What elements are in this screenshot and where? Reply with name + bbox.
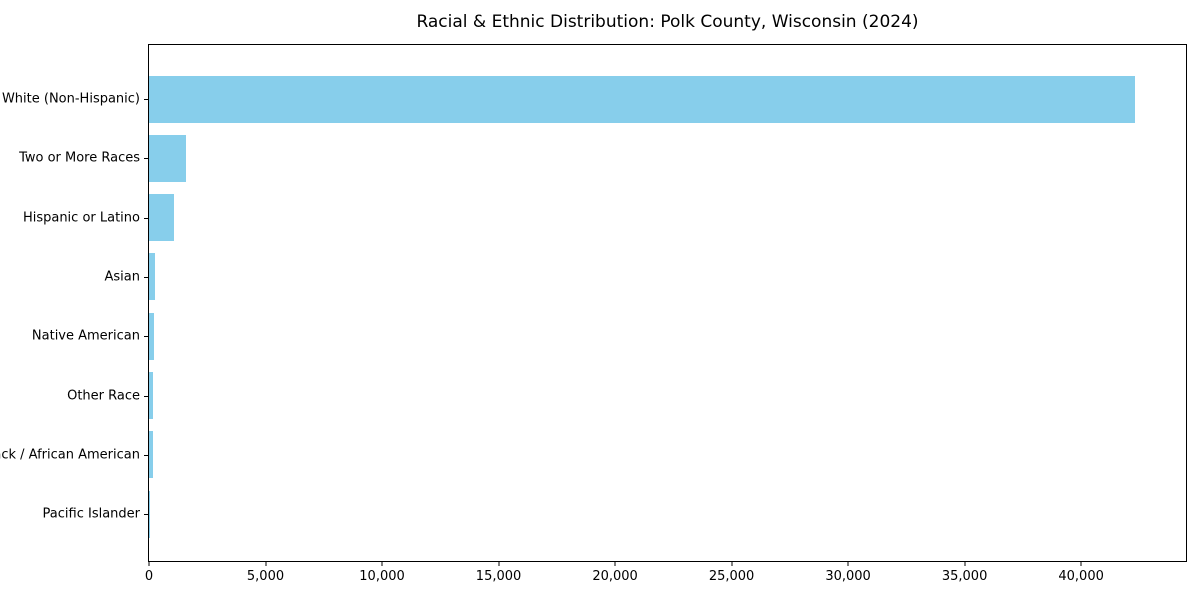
x-axis-label: 20,000 [592,569,638,584]
x-axis-label: 25,000 [708,569,755,584]
y-axis-label: Native American [31,328,140,344]
bar-white-non-hispanic [149,75,1135,123]
x-axis-label: 35,000 [941,569,988,584]
x-axis-label: 15,000 [475,569,522,584]
x-axis-tick [381,561,383,566]
x-axis-tick [498,561,500,566]
x-axis-tick [148,561,150,566]
y-axis-label: Pacific Islander [42,506,140,522]
bar-other-race [149,372,154,419]
y-axis-tick [144,336,149,338]
y-axis-tick [144,514,149,516]
y-axis-label: White (Non-Hispanic) [1,91,140,107]
y-axis-tick [144,217,149,219]
x-axis-tick [964,561,966,566]
chart-title: Racial & Ethnic Distribution: Polk Count… [416,12,919,32]
bar-two-or-more-races [149,134,186,182]
y-axis-tick [144,395,149,397]
y-axis-tick [144,454,149,456]
x-axis-tick [1080,561,1082,566]
y-axis-tick [144,158,149,160]
x-axis-label: 10,000 [359,569,405,584]
y-axis-label: Hispanic or Latino [22,210,140,226]
y-axis-label: Asian [104,269,140,285]
x-axis-label: 5,000 [246,569,285,584]
x-axis-label: 0 [144,569,154,584]
x-axis-tick [731,561,733,566]
y-axis-label: Two or More Races [19,150,140,166]
x-axis-tick [614,561,616,566]
plot-area: White (Non-Hispanic) Two or More Races His… [0,44,1187,584]
bar-asian [149,253,155,301]
y-axis-tick [144,276,149,278]
y-axis-tick [144,99,149,100]
x-axis-label: 30,000 [825,569,871,584]
bar-hispanic-or-latino [149,194,174,242]
x-axis-label: 40,000 [1058,569,1104,584]
y-axis-label: Other Race [67,388,140,403]
bar-black-african-american [149,431,153,479]
bar-native-american [149,312,154,360]
y-axis-label: Black / African American [0,447,140,463]
x-axis-tick [847,561,849,566]
x-axis-tick [265,561,267,566]
